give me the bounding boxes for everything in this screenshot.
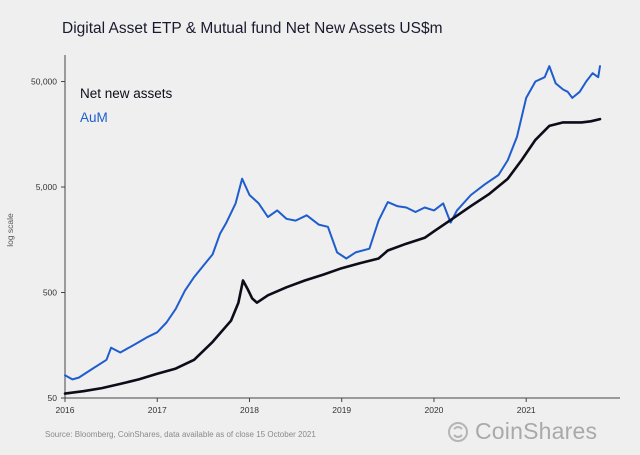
x-tick-label: 2021 xyxy=(517,405,536,415)
y-tick-label: 50,000 xyxy=(31,77,57,87)
y-axis-label: log scale xyxy=(5,213,15,247)
chart-title: Digital Asset ETP & Mutual fund Net New … xyxy=(62,20,443,37)
source-note: Source: Bloomberg, CoinShares, data avai… xyxy=(45,430,316,439)
x-tick-label: 2017 xyxy=(148,405,167,415)
legend-entry-aum: AuM xyxy=(80,110,108,125)
x-tick-label: 2020 xyxy=(425,405,444,415)
coinshares-logo-icon xyxy=(448,421,468,442)
series-line-aum xyxy=(64,65,601,381)
series-layer xyxy=(63,65,602,395)
x-tick-label: 2019 xyxy=(332,405,351,415)
y-tick-label: 50 xyxy=(48,393,58,403)
x-tick-label: 2016 xyxy=(56,405,75,415)
x-tick-label: 2018 xyxy=(240,405,259,415)
y-tick-label: 5,000 xyxy=(36,182,58,192)
brand-name: CoinShares xyxy=(475,418,598,444)
brand: CoinShares xyxy=(447,418,597,445)
y-tick-label: 500 xyxy=(43,288,57,298)
legend-entry-net-new-assets: Net new assets xyxy=(80,86,173,101)
axes: 50 500 5,000 50,000 2016 2017 2018 2019 2020 2021… xyxy=(5,55,620,415)
legend: Net new assets AuM xyxy=(80,86,173,125)
series-line-net-new-assets xyxy=(63,117,602,395)
